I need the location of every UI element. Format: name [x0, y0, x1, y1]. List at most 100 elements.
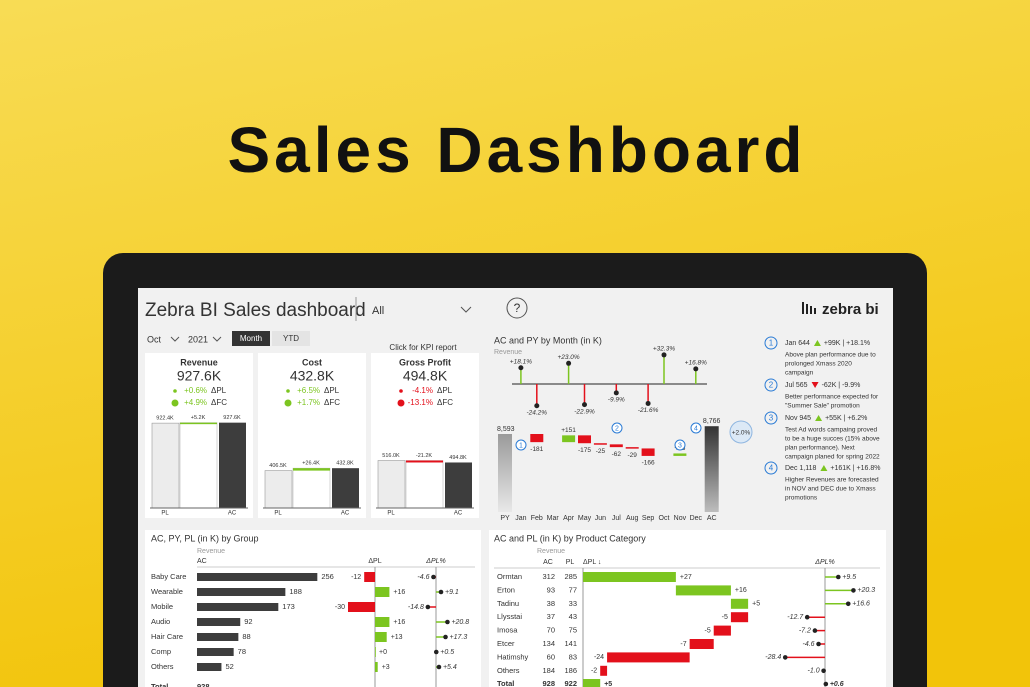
note-date: Jan 644: [785, 340, 810, 347]
row-name: Others: [151, 662, 174, 671]
month-label: Nov: [674, 515, 687, 522]
kpi-title: Revenue: [180, 357, 218, 367]
kpi-title: Cost: [302, 357, 322, 367]
variance-label: ΔFC: [437, 398, 453, 407]
ac-value: 312: [542, 572, 555, 581]
month-label: PY: [500, 515, 510, 522]
logo-bar: [802, 302, 804, 314]
row-name: Audio: [151, 617, 170, 626]
axis-label: PL: [274, 511, 282, 517]
delta-label: -2: [591, 668, 597, 675]
note-number: 3: [769, 414, 774, 423]
ytd-button-bg[interactable]: [272, 331, 310, 346]
note-text: Above plan performance due to: [785, 352, 876, 359]
variance-dot: [613, 390, 619, 396]
bar-label: -181: [530, 446, 543, 453]
ac-value: 37: [547, 612, 555, 621]
note-triangle: [813, 340, 821, 346]
variance-label: ΔPL: [324, 386, 340, 395]
ac-label: 88: [242, 632, 250, 641]
month-button[interactable]: Month: [240, 334, 262, 343]
ac-bar: [197, 588, 286, 596]
ac-bar: [197, 618, 241, 626]
pl-value: 43: [569, 612, 577, 621]
row-name: Total: [497, 679, 514, 687]
month-label: Dec: [690, 515, 703, 522]
help-button[interactable]: ?: [506, 297, 528, 319]
row-name: Mobile: [151, 602, 173, 611]
note-text: Higher Revenues are forecasted: [785, 477, 879, 484]
note-number: 2: [769, 381, 774, 390]
help-circle: [506, 297, 528, 319]
pct-label: +9.5: [842, 574, 856, 581]
pl-value: 186: [564, 666, 577, 675]
month-label: Mar: [547, 515, 560, 522]
help-text[interactable]: ?: [514, 301, 521, 315]
month-button-bg[interactable]: [232, 331, 270, 346]
note-delta: -62K | -9.9%: [822, 382, 861, 389]
panel-subtitle: Revenue: [197, 548, 225, 555]
delta-bar: [578, 435, 591, 444]
variance-dot: [534, 403, 540, 409]
delta-bar: [583, 679, 601, 687]
row-name: Imosa: [497, 626, 518, 635]
bar-label: -25: [596, 448, 606, 455]
variance-label: +32.3%: [653, 346, 675, 353]
pl-value: 77: [569, 585, 577, 594]
ac-bar: [332, 468, 359, 508]
bar-label: -166: [642, 460, 655, 467]
pct-label: +5.4: [443, 664, 457, 671]
kpi-link[interactable]: Click for KPI report: [389, 343, 457, 352]
total-ac: 928: [197, 682, 210, 687]
bar-label: 8,593: [497, 426, 515, 433]
marker-circle: [690, 422, 702, 434]
py-bar: [498, 434, 512, 512]
pl-value: 141: [564, 639, 577, 648]
note-text: prolonged Xmass 2020: [785, 361, 852, 368]
delta-bar: [364, 572, 375, 582]
filter-dropdown[interactable]: All: [372, 305, 472, 317]
variance-label: +18.1%: [510, 358, 532, 365]
filter-value[interactable]: All: [372, 305, 384, 317]
delta-label: -24: [594, 654, 604, 661]
pct-dot: [443, 634, 448, 640]
year-filter[interactable]: 2021: [188, 334, 208, 344]
app-title: Zebra BI Sales dashboard: [145, 300, 366, 321]
delta-base: [405, 460, 444, 509]
pct-label: -12.7: [787, 614, 804, 621]
delta-label: +16: [393, 589, 405, 596]
panel-title: AC and PL (in K) by Product Category: [494, 533, 646, 543]
chevron: [170, 336, 180, 342]
page-title: Sales Dashboard: [228, 114, 803, 186]
ac-value: 184: [542, 666, 555, 675]
delta-bar: [375, 632, 387, 642]
variance-icon: [286, 389, 290, 393]
bar-label: 927.6K: [223, 415, 241, 421]
bar-label: +151: [561, 427, 576, 434]
delta-bar: [375, 662, 378, 672]
bar-label: 516.0K: [382, 453, 400, 459]
variance-value: +1.7%: [297, 398, 320, 407]
variance-label: -9.9%: [608, 397, 625, 404]
note-date: Dec 1,118: [785, 465, 816, 472]
axis-label: AC: [341, 511, 350, 517]
note-text: to be a huge succes (15% above: [785, 436, 880, 443]
variance-label: +16.8%: [685, 360, 707, 367]
pl-value: 75: [569, 626, 577, 635]
month-label: Jun: [595, 515, 606, 522]
column-header: ΔPL ↓: [583, 559, 601, 566]
pct-label: +20.8: [451, 619, 469, 626]
delta-label: +13: [391, 634, 403, 641]
axis-label: AC: [454, 511, 463, 517]
ytd-button[interactable]: YTD: [283, 334, 299, 343]
delta-bar: [730, 612, 749, 623]
variance-label: +23.0%: [557, 354, 579, 361]
note-delta: +55K | +6.2%: [825, 415, 867, 422]
month-filter[interactable]: Oct: [147, 334, 162, 344]
logo-bar: [814, 308, 816, 314]
ac-bar: [445, 462, 472, 508]
note-text: Better performance expected for: [785, 394, 879, 401]
month-label: Sep: [642, 515, 655, 522]
